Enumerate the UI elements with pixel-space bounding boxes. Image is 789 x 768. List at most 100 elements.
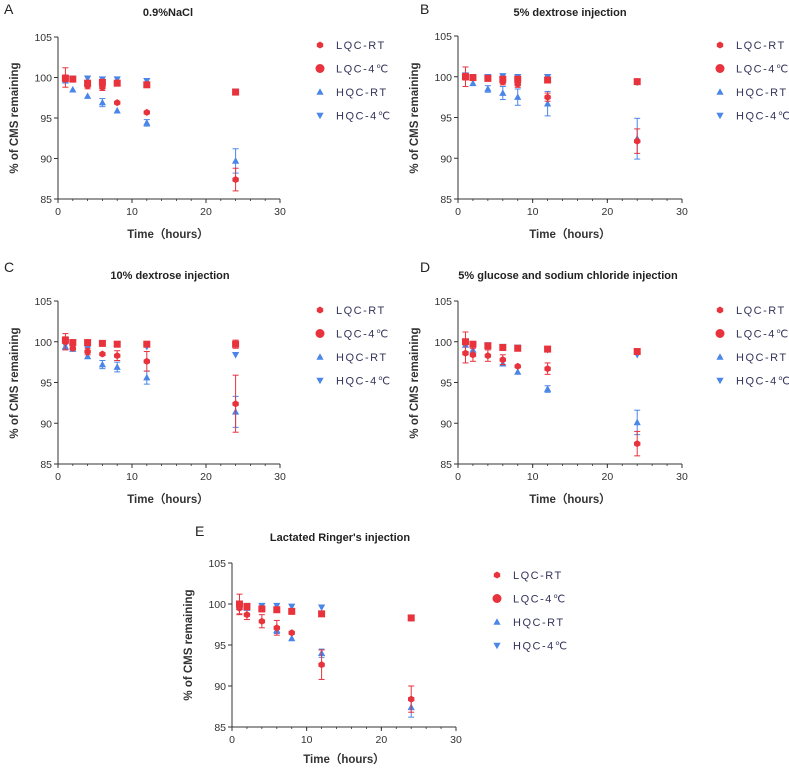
x-tick-label: 20 (375, 734, 387, 746)
series-hqc-rt (61, 76, 240, 174)
panel-d: D 5% glucose and sodium chloride injectio… (409, 259, 789, 506)
data-point (499, 356, 506, 364)
x-tick-label: 0 (455, 206, 461, 218)
data-point (84, 92, 92, 99)
panel-letter: C (4, 259, 14, 275)
chart-title: 5% dextrose injection (513, 7, 626, 19)
data-point (143, 81, 151, 89)
x-tick-label: 20 (200, 471, 212, 483)
y-axis-label: % of CMS remaining (409, 62, 421, 173)
series-lqc-4c (235, 593, 415, 622)
data-point (408, 695, 415, 703)
legend-item-hqc-rt: HQC-RT (493, 617, 563, 629)
legend-marker (493, 618, 501, 625)
data-point (143, 373, 151, 381)
series-hqc-rt (461, 72, 641, 160)
x-tick-label: 30 (274, 206, 286, 218)
legend-marker (316, 88, 324, 95)
legend-label: HQC-RT (336, 352, 388, 364)
x-tick-label: 20 (200, 206, 212, 218)
x-tick-label: 0 (455, 471, 461, 483)
legend-item-hqc-rt: HQC-RT (316, 87, 388, 99)
data-point (98, 360, 106, 368)
data-point (484, 85, 492, 92)
chart-title: 0.9%NaCl (143, 7, 193, 19)
series-lqc-4c (61, 336, 240, 349)
y-tick-label: 100 (434, 337, 452, 349)
panel-letter: E (195, 523, 204, 539)
data-point (514, 362, 521, 370)
legend: LQC-RT LQC-4℃ HQC-RT HQC-4℃ (492, 570, 569, 653)
data-point (232, 88, 240, 96)
chart-title: 5% glucose and sodium chloride injection (458, 270, 678, 282)
legend-label: HQC-RT (336, 87, 388, 99)
data-point (514, 344, 522, 352)
legend-item-hqc-4c: HQC-4℃ (716, 111, 789, 123)
x-axis-label: Time（hours） (127, 227, 209, 241)
data-point (514, 75, 522, 83)
legend: LQC-RT LQC-4℃ HQC-RT HQC-4℃ (715, 40, 789, 123)
y-tick-label: 95 (40, 378, 52, 390)
legend-marker (716, 41, 724, 49)
data-point (273, 602, 281, 610)
legend-label: HQC-4℃ (513, 641, 569, 653)
data-point (499, 343, 507, 351)
legend-marker (316, 41, 324, 49)
data-point (461, 73, 469, 81)
y-tick-label: 90 (440, 418, 452, 430)
legend-label: LQC-RT (336, 305, 386, 317)
y-tick-label: 95 (40, 113, 52, 125)
legend-item-hqc-rt: HQC-RT (716, 87, 786, 99)
legend-label: HQC-RT (736, 352, 788, 364)
data-point (69, 339, 77, 347)
panel-c: C 10% dextrose injection 0 10 20 30 85 90 95 100 1… (4, 259, 390, 506)
data-point (288, 603, 296, 611)
x-tick-label: 30 (274, 471, 286, 483)
panel-letter: D (420, 259, 430, 275)
legend-item-lqc-4c: LQC-4℃ (715, 329, 788, 341)
legend: LQC-RT LQC-4℃ HQC-RT HQC-4℃ (315, 40, 390, 123)
data-point (114, 352, 121, 360)
legend-marker (315, 64, 325, 73)
data-point (143, 119, 151, 126)
legend-label: HQC-4℃ (736, 111, 789, 123)
x-tick-label: 20 (601, 206, 613, 218)
x-tick-label: 10 (126, 206, 138, 218)
legend-item-lqc-rt: LQC-RT (316, 40, 384, 52)
legend-marker (493, 571, 501, 579)
data-point (61, 336, 69, 344)
legend-label: HQC-4℃ (736, 376, 789, 388)
data-point (273, 624, 280, 632)
data-point (634, 137, 641, 145)
series-hqc-rt (61, 342, 240, 428)
data-point (113, 363, 121, 370)
legend-marker (493, 642, 501, 650)
data-point (243, 611, 251, 619)
legend-marker (716, 377, 724, 385)
data-point (258, 617, 266, 625)
legend-item-hqc-4c: HQC-4℃ (316, 111, 390, 123)
data-point (288, 607, 296, 615)
data-point (84, 352, 92, 360)
panel-letter: B (420, 1, 429, 17)
legend-item-lqc-4c: LQC-4℃ (315, 64, 388, 76)
data-point (84, 339, 92, 347)
legend-item-hqc-4c: HQC-4℃ (493, 641, 569, 653)
panel-b: B 5% dextrose injection 0 10 20 30 85 90 95 100 10… (409, 1, 789, 241)
data-point (232, 400, 239, 408)
data-point (113, 106, 121, 114)
y-axis-label: % of CMS remaining (9, 62, 21, 173)
legend-label: LQC-RT (513, 570, 563, 582)
data-point (232, 157, 240, 164)
data-point (98, 98, 106, 106)
x-tick-label: 20 (601, 471, 613, 483)
x-tick-label: 0 (229, 734, 235, 746)
legend-item-lqc-4c: LQC-4℃ (715, 64, 788, 76)
x-tick-label: 30 (676, 206, 688, 218)
data-point (99, 350, 106, 358)
data-point (98, 78, 106, 86)
data-point (113, 76, 121, 83)
data-point (499, 75, 507, 83)
data-point (544, 385, 552, 392)
